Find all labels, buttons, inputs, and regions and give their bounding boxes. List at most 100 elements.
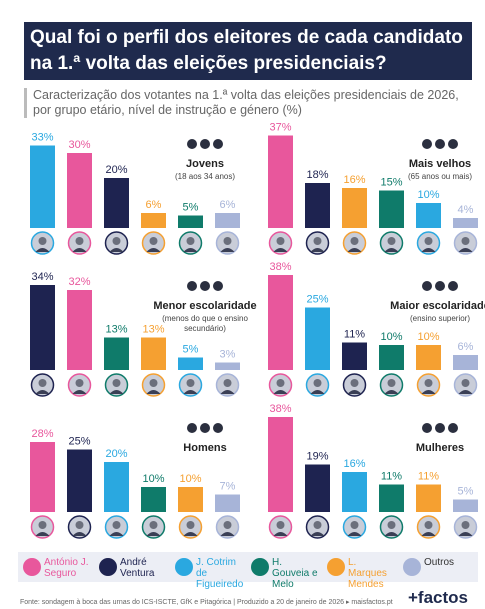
panel-icon <box>187 281 197 291</box>
value-label: 34% <box>31 271 53 283</box>
photo-head <box>462 237 470 245</box>
value-label: 6% <box>458 341 474 353</box>
bar <box>416 345 441 370</box>
value-label: 10% <box>417 331 439 343</box>
photo-head <box>425 237 433 245</box>
panel-icon <box>200 281 210 291</box>
value-label: 33% <box>31 132 53 144</box>
value-label: 20% <box>105 164 127 176</box>
value-label: 3% <box>220 349 236 361</box>
panel-title: Maior escolaridade <box>385 300 485 312</box>
photo-head <box>425 379 433 387</box>
bar <box>215 495 240 513</box>
value-label: 32% <box>68 276 90 288</box>
bar <box>379 345 404 370</box>
photo-head <box>277 237 285 245</box>
value-label: 20% <box>105 448 127 460</box>
photo-head <box>277 379 285 387</box>
value-label: 5% <box>458 486 474 498</box>
panel-icon <box>448 139 458 149</box>
bar <box>416 485 441 513</box>
bar <box>268 275 293 370</box>
panel-title: Jovens <box>150 158 260 170</box>
panel-icon <box>213 423 223 433</box>
photo-head <box>76 379 84 387</box>
bar <box>305 183 330 228</box>
panel-icon <box>435 281 445 291</box>
value-label: 37% <box>269 122 291 134</box>
bar <box>342 343 367 371</box>
bar <box>268 136 293 229</box>
panel-icon <box>422 139 432 149</box>
photo-head <box>224 379 232 387</box>
value-label: 5% <box>183 344 199 356</box>
photo-head <box>277 521 285 529</box>
photo-head <box>351 237 359 245</box>
value-label: 10% <box>417 189 439 201</box>
value-label: 11% <box>418 471 439 483</box>
legend-swatch <box>99 558 117 576</box>
panel-icon <box>187 423 197 433</box>
photo-head <box>76 521 84 529</box>
bar <box>104 338 129 371</box>
panel-title: Menor escolaridade <box>150 300 260 312</box>
value-label: 25% <box>68 436 90 448</box>
value-label: 10% <box>142 473 164 485</box>
photo-head <box>462 379 470 387</box>
photo-head <box>187 237 195 245</box>
bar <box>104 462 129 512</box>
bar <box>215 213 240 228</box>
bar <box>67 290 92 370</box>
value-label: 28% <box>31 428 53 440</box>
infographic: 33%30%20%6%5%6%37%18%16%15%10%4%34%32%13… <box>0 0 485 609</box>
legend-swatch <box>327 558 345 576</box>
value-label: 4% <box>458 204 474 216</box>
photo-head <box>224 237 232 245</box>
photo-head <box>462 521 470 529</box>
bar <box>30 442 55 512</box>
value-label: 6% <box>220 199 236 211</box>
legend-label: H. Gouveia e Melo <box>272 557 318 590</box>
bar <box>178 487 203 512</box>
legend-swatch <box>175 558 193 576</box>
photo-head <box>76 237 84 245</box>
value-label: 38% <box>269 261 291 273</box>
photo-head <box>351 379 359 387</box>
bar <box>178 216 203 229</box>
subtitle: Caracterização dos votantes na 1.ª volta… <box>24 88 473 118</box>
photo-head <box>425 521 433 529</box>
photo-head <box>150 379 158 387</box>
value-label: 11% <box>344 329 365 341</box>
bar <box>342 188 367 228</box>
bar <box>178 358 203 371</box>
value-label: 16% <box>343 174 365 186</box>
photo-head <box>388 237 396 245</box>
panel-icon <box>187 139 197 149</box>
panel-title: Mais velhos <box>385 158 485 170</box>
bar <box>416 203 441 228</box>
photo-head <box>224 521 232 529</box>
photo-head <box>388 521 396 529</box>
panel-icon <box>435 423 445 433</box>
panel-icon <box>422 281 432 291</box>
panel-icon <box>448 281 458 291</box>
photo-head <box>113 521 121 529</box>
legend-label: J. Cotrim de Figueiredo <box>196 557 242 590</box>
photo-head <box>39 237 47 245</box>
bar <box>215 363 240 371</box>
bar <box>141 213 166 228</box>
value-label: 10% <box>380 331 402 343</box>
bar <box>305 308 330 371</box>
photo-head <box>351 521 359 529</box>
legend-swatch <box>251 558 269 576</box>
value-label: 6% <box>146 199 162 211</box>
bar <box>305 465 330 513</box>
panel-icon <box>213 139 223 149</box>
value-label: 10% <box>179 473 201 485</box>
brand: +factos <box>408 588 468 608</box>
bar <box>30 146 55 229</box>
value-label: 30% <box>68 139 90 151</box>
panel-subtitle: (18 aos 34 anos) <box>155 172 255 182</box>
value-label: 38% <box>269 403 291 415</box>
panel-icon <box>435 139 445 149</box>
